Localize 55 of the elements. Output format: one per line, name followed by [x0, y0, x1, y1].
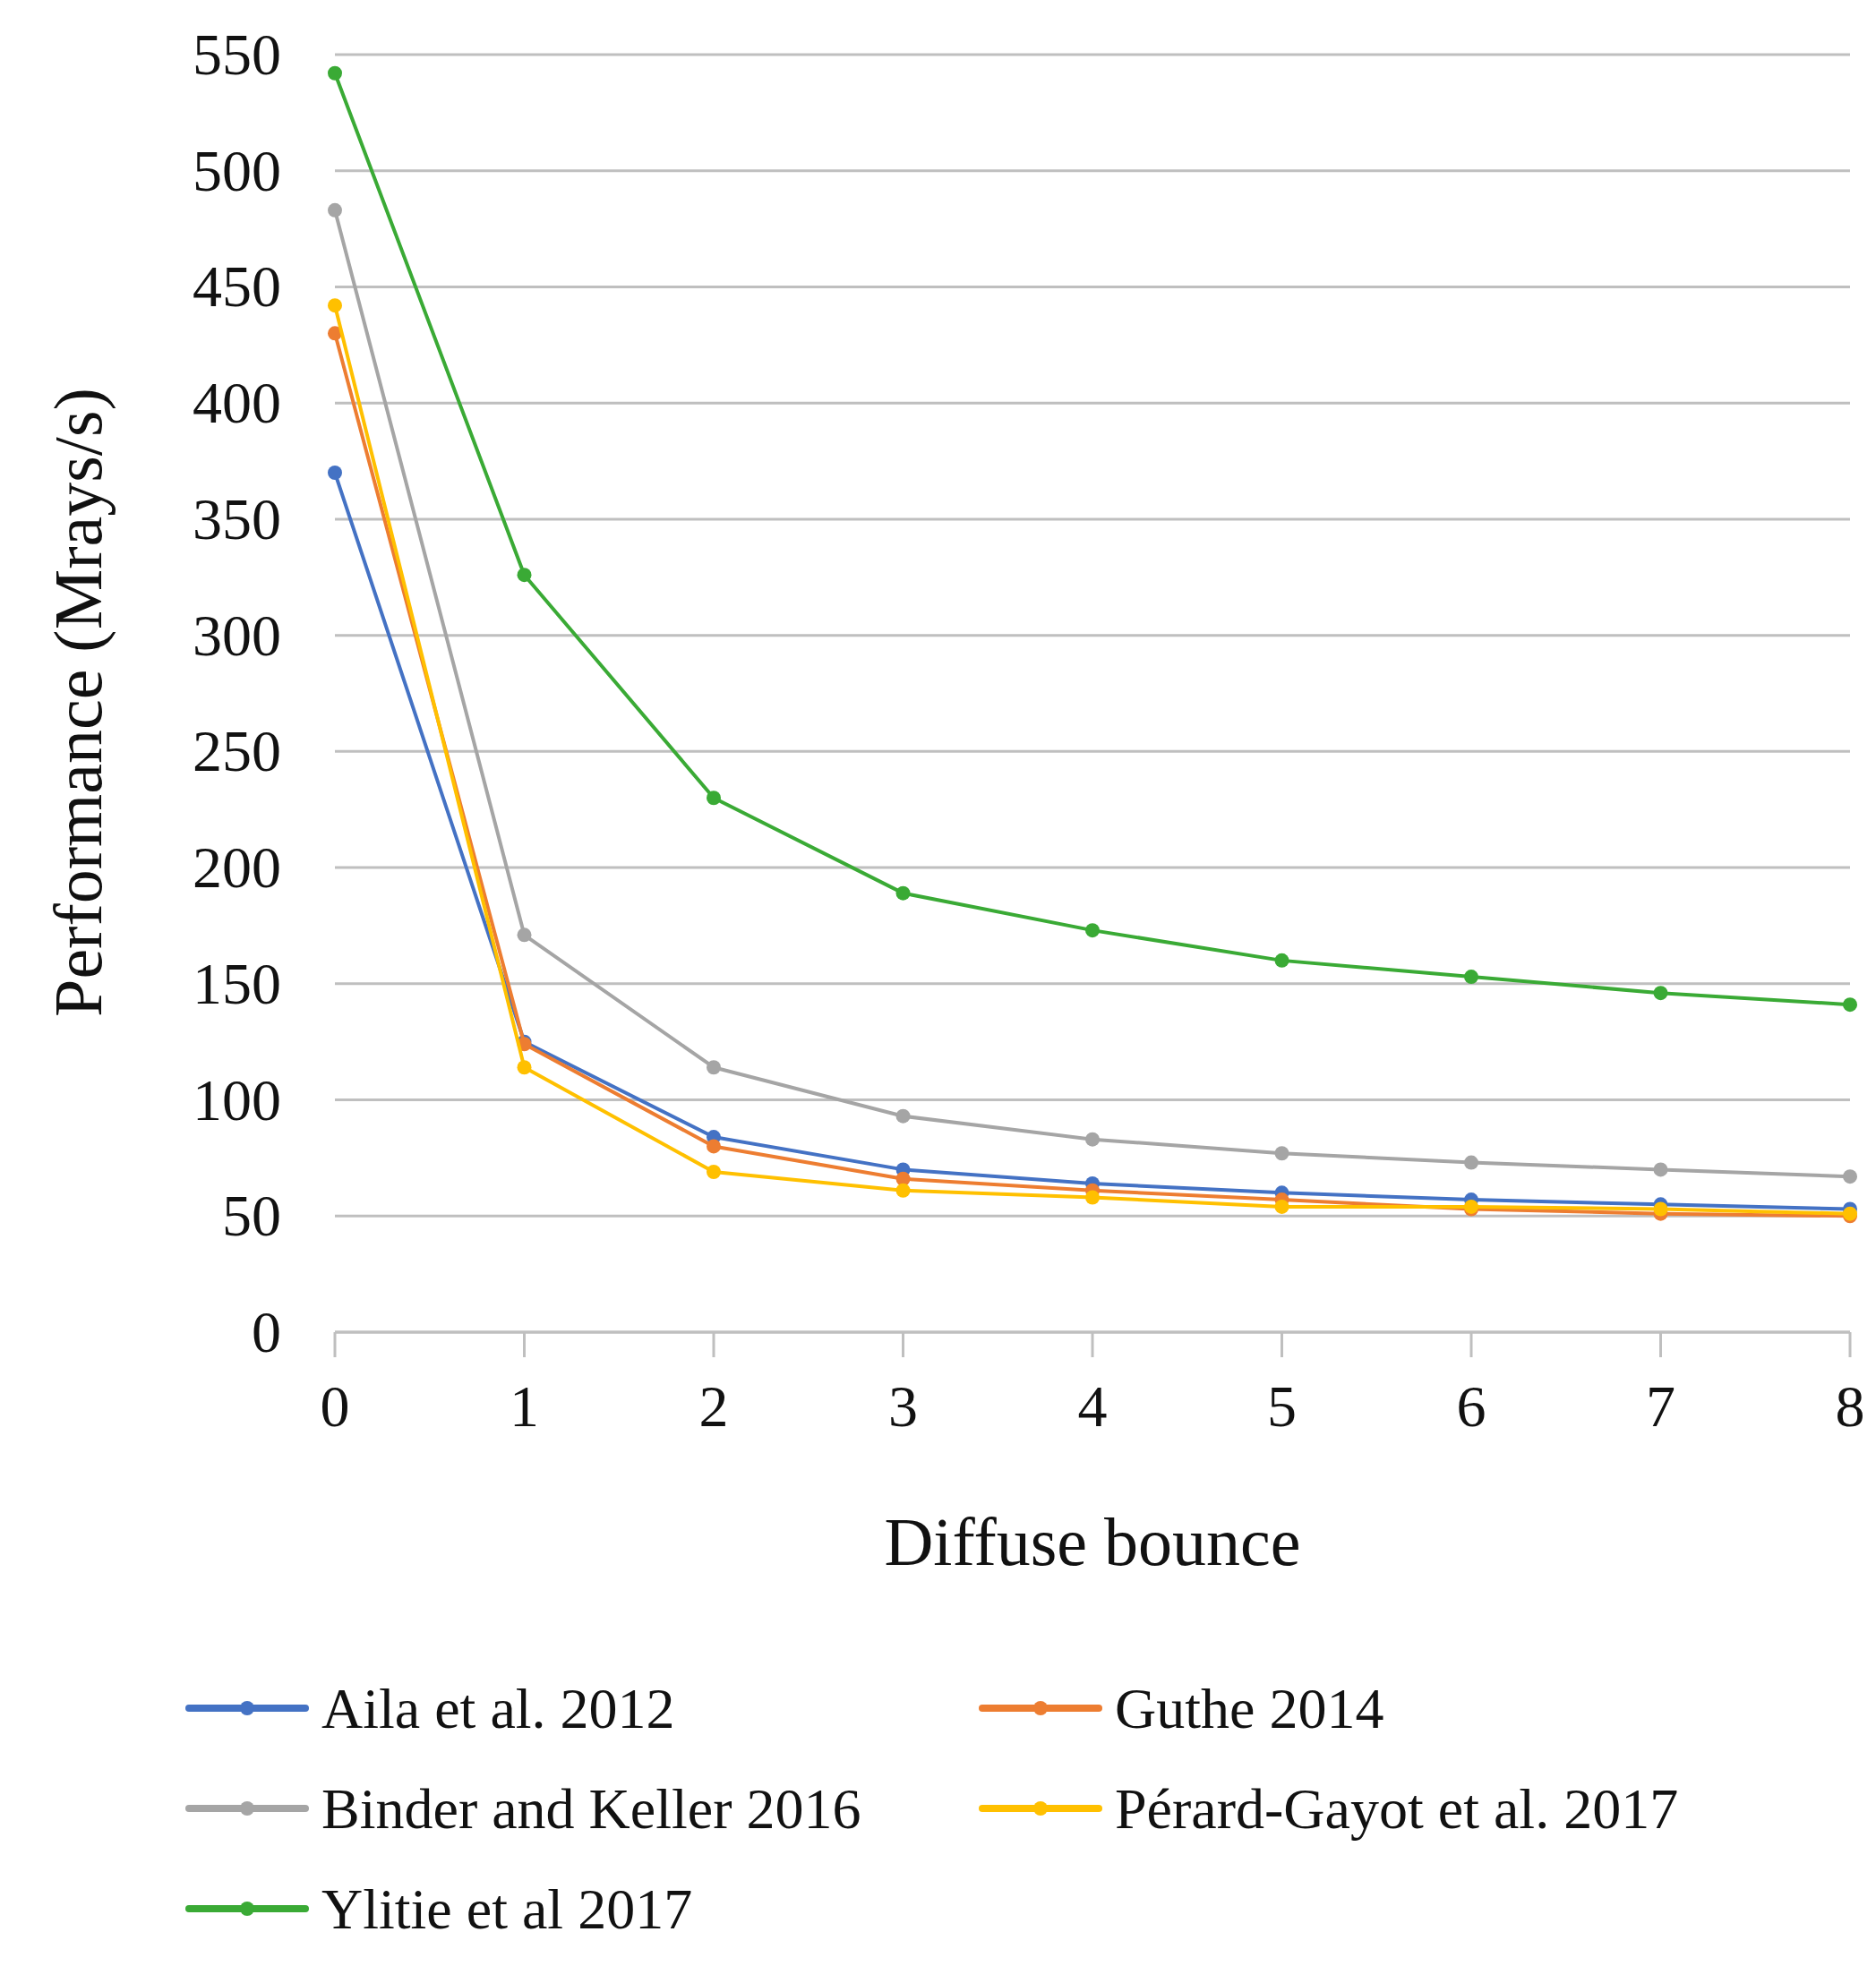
point — [707, 791, 721, 806]
legend-label: Ylitie et al 2017 — [321, 1877, 693, 1941]
point — [707, 1164, 721, 1179]
x-tick-label: 4 — [1077, 1373, 1108, 1439]
x-tick-label: 8 — [1835, 1373, 1865, 1439]
point — [1274, 1199, 1289, 1214]
y-tick-label: 400 — [193, 370, 281, 436]
point — [707, 1139, 721, 1154]
point — [1464, 970, 1478, 985]
point — [1653, 1201, 1668, 1217]
y-tick-label: 450 — [193, 253, 281, 320]
x-tick-label: 1 — [510, 1373, 539, 1439]
y-tick-label: 350 — [193, 485, 281, 551]
x-tick-label: 6 — [1456, 1373, 1486, 1439]
point — [895, 1183, 911, 1198]
legend-label: Guthe 2014 — [1115, 1677, 1384, 1740]
point — [328, 298, 342, 313]
point — [1274, 953, 1289, 968]
legend-label: Pérard-Gayot et al. 2017 — [1115, 1777, 1679, 1841]
y-tick-label: 500 — [193, 137, 281, 203]
x-tick-label: 3 — [888, 1373, 918, 1439]
point — [707, 1060, 721, 1075]
point — [1274, 1146, 1289, 1161]
point — [1085, 1190, 1100, 1205]
y-tick-label: 300 — [193, 602, 281, 668]
point — [517, 1060, 532, 1075]
point — [1085, 923, 1100, 938]
y-tick-label: 150 — [193, 950, 281, 1016]
point — [895, 1108, 911, 1124]
y-tick-label: 250 — [193, 718, 281, 784]
y-tick-label: 200 — [193, 834, 281, 901]
x-axis-title: Diffuse bounce — [884, 1504, 1301, 1579]
point — [328, 65, 342, 81]
x-tick-label: 7 — [1646, 1373, 1675, 1439]
point — [517, 927, 532, 943]
y-tick-label: 550 — [193, 21, 281, 87]
y-tick-label: 0 — [252, 1299, 281, 1364]
point — [517, 568, 532, 583]
y-tick-label: 100 — [193, 1066, 281, 1133]
legend-label: Aila et al. 2012 — [321, 1677, 675, 1740]
legend-label: Binder and Keller 2016 — [321, 1777, 861, 1841]
point — [1843, 997, 1857, 1013]
point — [328, 466, 342, 481]
x-tick-label: 2 — [698, 1373, 729, 1439]
point — [328, 202, 342, 218]
x-tick-label: 5 — [1267, 1373, 1297, 1439]
y-axis-title: Performance (Mrays/s) — [40, 388, 116, 1017]
point — [895, 885, 911, 901]
point — [1653, 986, 1668, 1001]
y-tick-label: 50 — [222, 1183, 281, 1249]
point — [1085, 1132, 1100, 1147]
point — [1843, 1169, 1857, 1184]
point — [1653, 1162, 1668, 1177]
x-tick-label: 0 — [320, 1373, 350, 1439]
point — [1464, 1155, 1478, 1170]
